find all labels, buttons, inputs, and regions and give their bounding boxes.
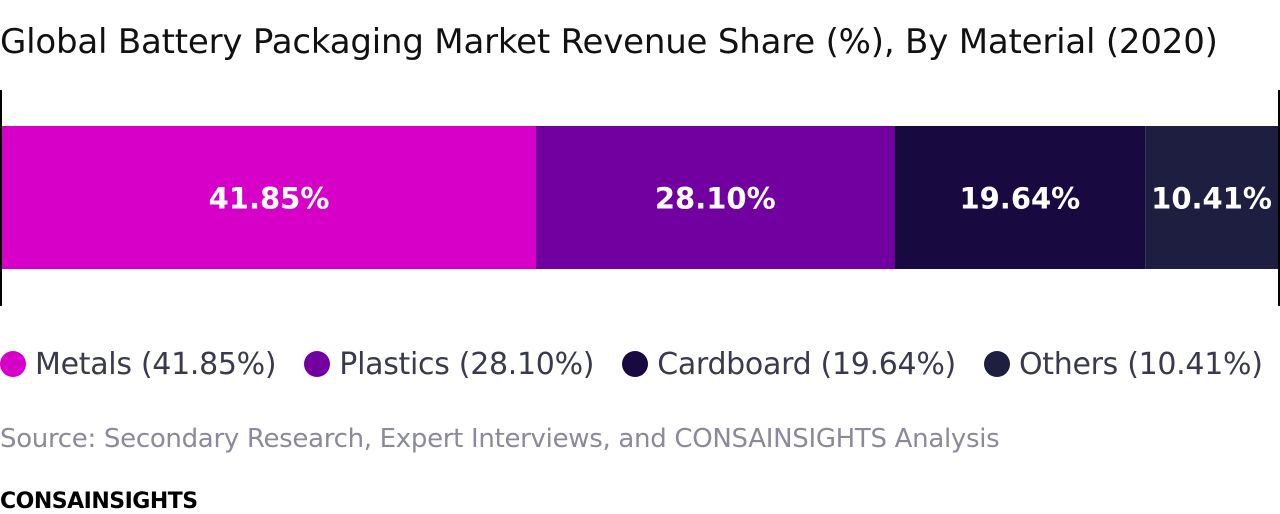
legend-swatch-icon bbox=[304, 351, 331, 377]
legend-item-cardboard: Cardboard (19.64%) bbox=[622, 347, 956, 382]
legend: Metals (41.85%) Plastics (28.10%) Cardboar… bbox=[0, 344, 1280, 384]
brand-logo-text: CONSAINSIGHTS bbox=[0, 489, 198, 514]
data-label-cardboard: 19.64% bbox=[959, 182, 1080, 216]
legend-swatch-icon bbox=[983, 351, 1010, 377]
stacked-bar-chart: 41.85% 28.10% 19.64% 10.41% bbox=[0, 90, 1280, 306]
legend-label: Plastics (28.10%) bbox=[339, 346, 595, 382]
bar-segment-metals bbox=[2, 126, 537, 269]
legend-swatch-icon bbox=[0, 351, 26, 377]
bar-segment-cardboard bbox=[894, 126, 1146, 269]
source-note: Source: Secondary Research, Expert Inter… bbox=[0, 424, 1000, 454]
legend-item-others: Others (10.41%) bbox=[983, 346, 1263, 382]
data-label-metals: 41.85% bbox=[209, 182, 330, 216]
chart-title: Global Battery Packaging Market Revenue … bbox=[0, 22, 1218, 62]
bar-segment-plastics bbox=[536, 126, 895, 269]
legend-item-metals: Metals (41.85%) bbox=[0, 346, 277, 382]
legend-label: Metals (41.85%) bbox=[35, 346, 277, 382]
legend-label: Cardboard (19.64%) bbox=[657, 346, 956, 382]
legend-swatch-icon bbox=[622, 351, 649, 377]
data-label-others: 10.41% bbox=[1151, 182, 1272, 216]
legend-item-plastics: Plastics (28.10%) bbox=[304, 346, 595, 382]
chart-svg: 41.85% 28.10% 19.64% 10.41% bbox=[0, 90, 1280, 306]
legend-label: Others (10.41%) bbox=[1018, 346, 1263, 382]
data-label-plastics: 28.10% bbox=[655, 182, 776, 216]
bar-segment-others bbox=[1145, 126, 1278, 269]
